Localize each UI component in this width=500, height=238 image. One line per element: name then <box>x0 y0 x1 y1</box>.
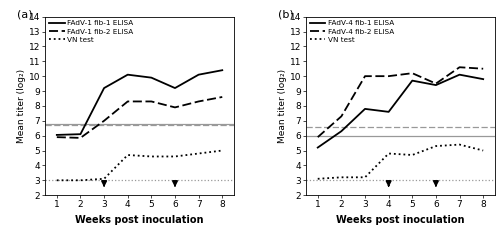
X-axis label: Weeks post inoculation: Weeks post inoculation <box>76 215 204 225</box>
Text: (a): (a) <box>16 10 32 20</box>
Text: (b): (b) <box>278 10 293 20</box>
Legend: FAdV-4 fib-1 ELISA, FAdV-4 fib-2 ELISA, VN test: FAdV-4 fib-1 ELISA, FAdV-4 fib-2 ELISA, … <box>310 20 394 43</box>
Y-axis label: Mean titer (log₂): Mean titer (log₂) <box>278 69 287 143</box>
Y-axis label: Mean titer (log₂): Mean titer (log₂) <box>17 69 26 143</box>
Legend: FAdV-1 fib-1 ELISA, FAdV-1 fib-2 ELISA, VN test: FAdV-1 fib-1 ELISA, FAdV-1 fib-2 ELISA, … <box>48 20 134 43</box>
X-axis label: Weeks post inoculation: Weeks post inoculation <box>336 215 464 225</box>
